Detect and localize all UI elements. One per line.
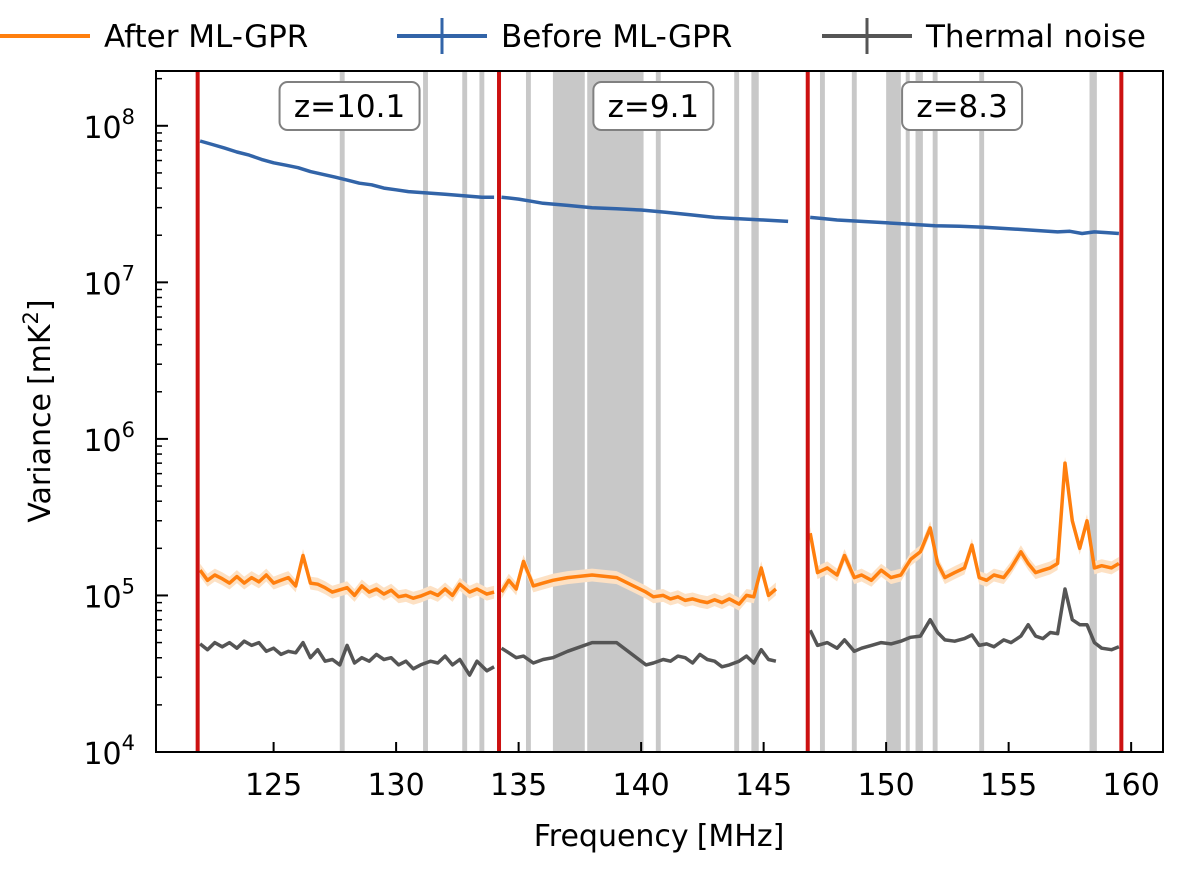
flagged-band-6 <box>587 71 644 752</box>
redshift-label-0: z=10.1 <box>278 81 421 131</box>
y-tick-label: 107 <box>83 261 135 302</box>
redshift-label-box <box>592 81 715 131</box>
flagged-band-1 <box>423 71 428 752</box>
legend-entry-after: After ML-GPR <box>0 19 308 55</box>
flagged-band-7 <box>655 71 661 752</box>
x-tick-label: 125 <box>245 768 302 803</box>
legend-entry-thermal: Thermal noise <box>822 18 1146 55</box>
redshift-label-1: z=9.1 <box>592 81 715 131</box>
series-thermal-noise-segment-2 <box>808 587 1120 654</box>
x-axis: 125 130 135 140 145 150 155 160 <box>245 742 1160 803</box>
legend-label-thermal: Thermal noise <box>925 19 1146 55</box>
flagged-band-4 <box>525 71 531 752</box>
flagged-band-16 <box>979 71 985 752</box>
redshift-boundaries <box>195 71 1124 752</box>
series-after-ml-gpr-segment-1 <box>500 559 778 606</box>
flagged-band-8 <box>734 71 740 752</box>
flagged-band-5 <box>552 71 585 752</box>
y-axis-label: Variance[mK2] <box>19 299 58 522</box>
redshift-label-text: z=8.3 <box>916 89 1008 125</box>
y-tick-label: 105 <box>83 574 135 615</box>
x-tick-label: 160 <box>1103 768 1160 803</box>
flagged-band-2 <box>462 71 468 752</box>
x-tick-label: 150 <box>858 768 915 803</box>
flagged-band-11 <box>851 71 857 752</box>
flagged-bands <box>339 71 1097 752</box>
redshift-labels: z=10.1 z=9.1 z=8.3 <box>278 81 1024 131</box>
x-tick-label: 130 <box>367 768 424 803</box>
series-before-ml-gpr-segment-0 <box>199 139 495 199</box>
x-tick-label: 135 <box>490 768 547 803</box>
legend-label-after: After ML-GPR <box>104 19 308 55</box>
redshift-label-2: z=8.3 <box>901 81 1024 131</box>
legend-entry-before: Before ML-GPR <box>397 18 732 55</box>
x-tick-label: 145 <box>735 768 792 803</box>
flagged-band-12 <box>886 71 901 752</box>
uncertainty-bands <box>200 456 1119 611</box>
redshift-label-text: z=9.1 <box>608 89 700 125</box>
flagged-band-15 <box>932 71 938 752</box>
y-tick-label: 104 <box>83 731 135 772</box>
series-thermal-noise-segment-1 <box>500 640 777 669</box>
flagged-band-3 <box>479 71 485 752</box>
series-thermal-noise-segment-0 <box>199 639 495 677</box>
x-tick-label: 155 <box>980 768 1037 803</box>
legend: After ML-GPR Before ML-GPR Thermal noise <box>0 18 1146 55</box>
y-tick-label: 108 <box>83 105 135 146</box>
series-after-ml-gpr-segment-0 <box>198 553 495 600</box>
band-after-segment-1 <box>501 554 776 611</box>
flagged-band-17 <box>1089 71 1097 752</box>
x-tick-label: 140 <box>612 768 669 803</box>
plot-frame <box>155 70 1164 753</box>
x-axis-label: Frequency [MHz] <box>534 819 785 854</box>
flagged-band-9 <box>751 71 759 752</box>
y-tick-label: 106 <box>83 418 135 459</box>
redshift-label-text: z=10.1 <box>294 89 405 125</box>
series-after-ml-gpr-segment-2 <box>808 461 1120 583</box>
band-after-segment-0 <box>200 549 495 605</box>
flagged-band-10 <box>819 71 825 752</box>
flagged-band-14 <box>915 71 923 752</box>
legend-label-before: Before ML-GPR <box>501 19 732 55</box>
series-before-ml-gpr-segment-2 <box>810 215 1120 236</box>
flagged-band-0 <box>339 71 345 752</box>
series-before-ml-gpr-segment-1 <box>501 195 789 224</box>
series-lines <box>198 139 1120 677</box>
redshift-label-box <box>278 81 421 131</box>
redshift-label-box <box>901 81 1024 131</box>
flagged-band-13 <box>905 71 910 752</box>
y-axis: 104 105 106 107 108 <box>83 77 168 772</box>
